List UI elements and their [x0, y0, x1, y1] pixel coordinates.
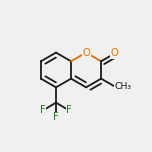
Text: F: F [66, 105, 72, 115]
Text: CH₃: CH₃ [115, 81, 132, 91]
Text: O: O [111, 48, 119, 59]
Text: F: F [53, 112, 59, 122]
Text: F: F [40, 105, 46, 115]
Text: O: O [82, 48, 90, 58]
